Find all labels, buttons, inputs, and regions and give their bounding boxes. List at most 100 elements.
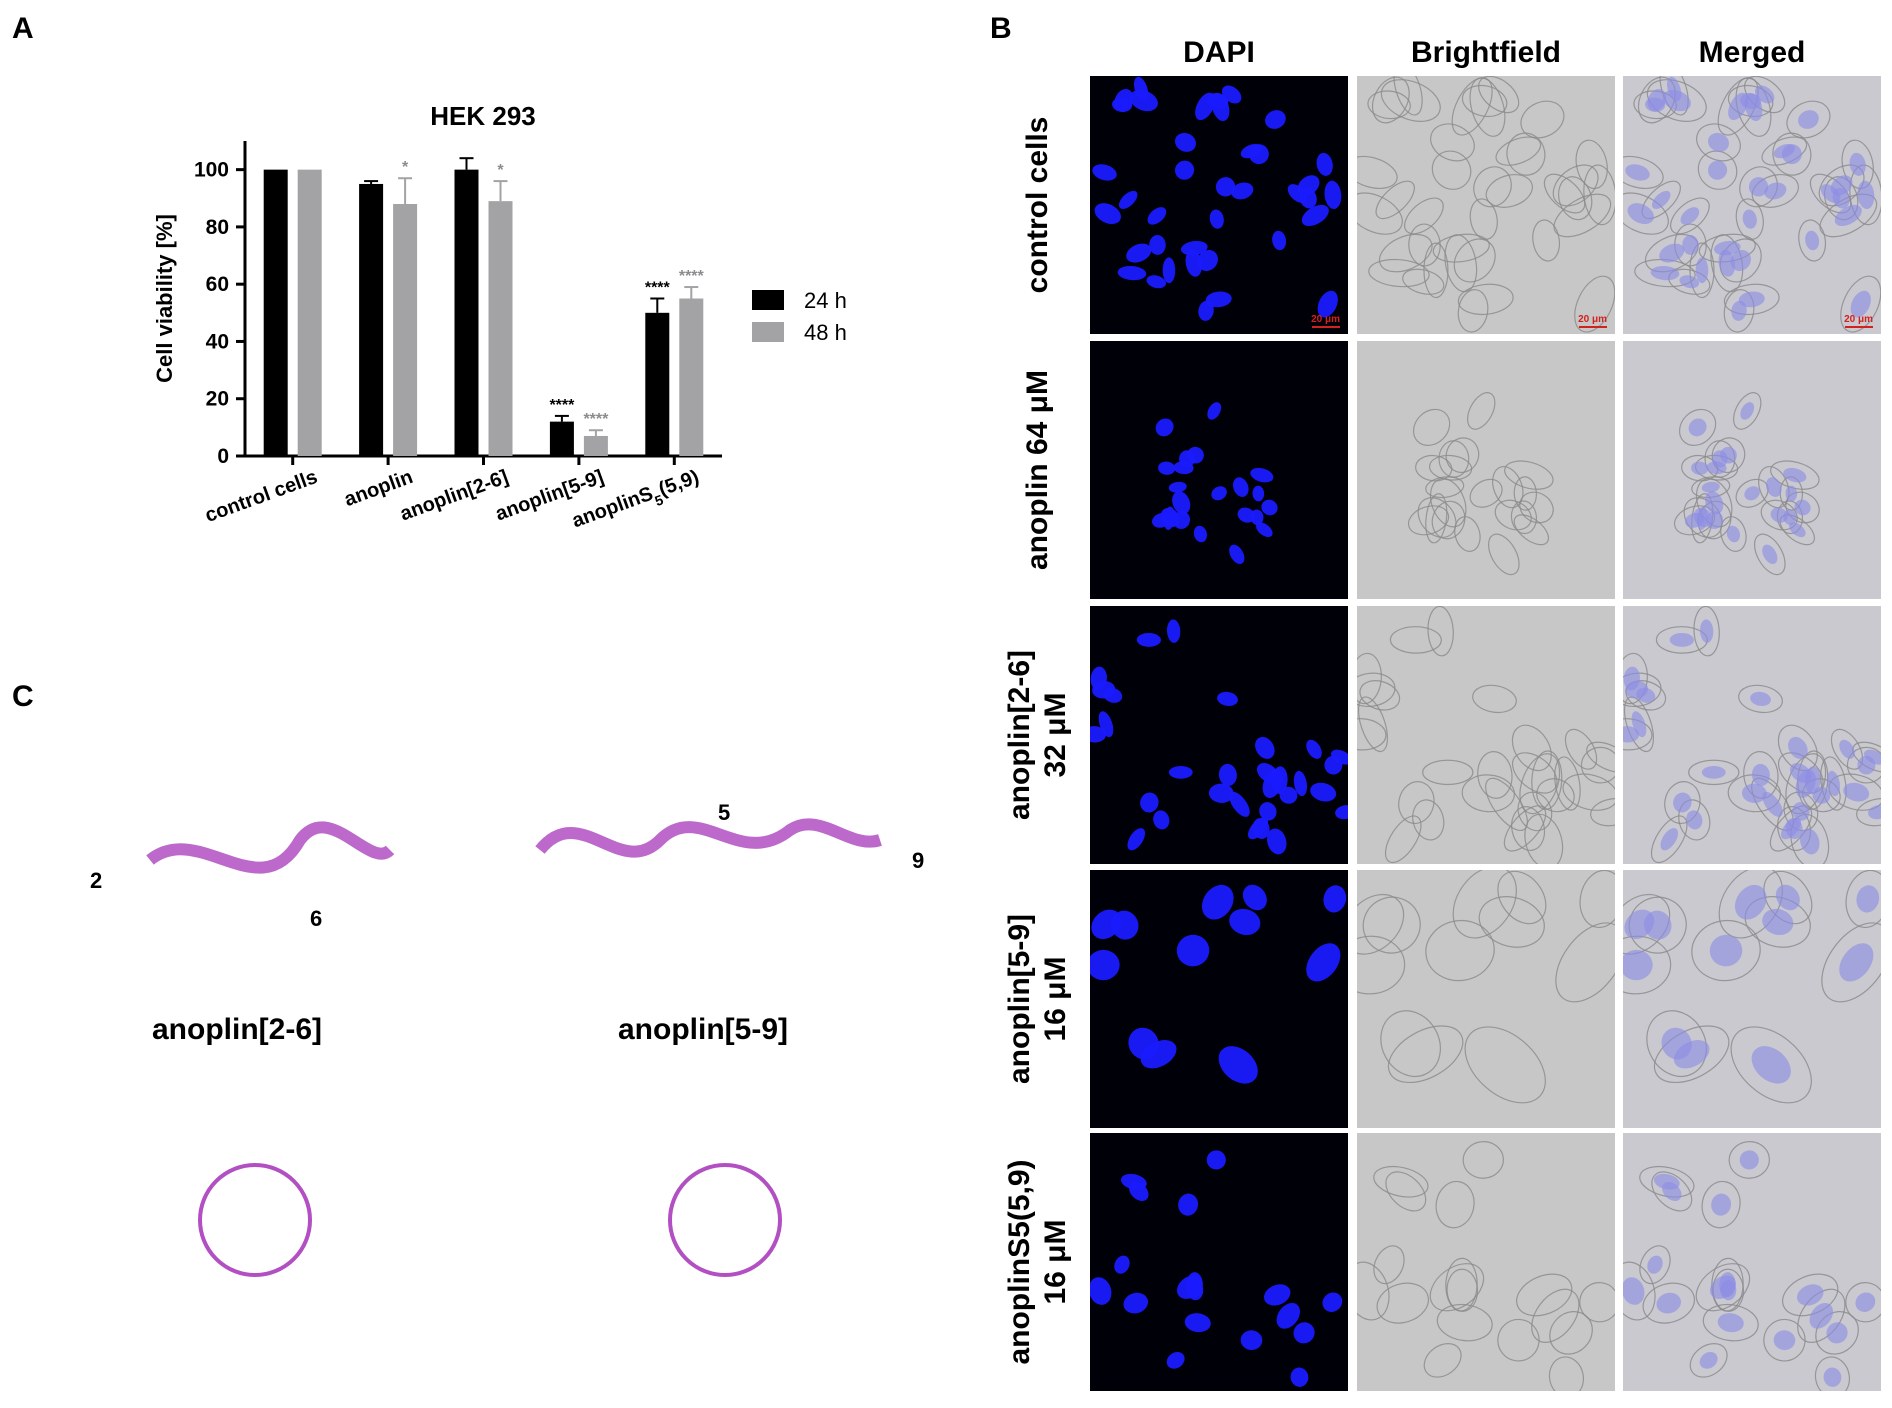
- nucleus: [1136, 632, 1161, 647]
- nucleus: [1699, 1351, 1718, 1369]
- nucleus: [1271, 766, 1288, 795]
- nucleus: [1792, 802, 1810, 821]
- nucleus: [1123, 1292, 1149, 1314]
- cell-outline: [1723, 283, 1780, 316]
- nucleus: [1247, 817, 1269, 840]
- cell-outline: [1371, 76, 1410, 124]
- cell-outline: [1730, 1026, 1812, 1104]
- cell-outline: [1425, 919, 1495, 982]
- micrograph-dapi: [1090, 606, 1348, 864]
- nucleus: [1140, 792, 1159, 813]
- cell-outline: [1763, 1318, 1806, 1362]
- cell-outline: [1427, 606, 1454, 657]
- nucleus: [1693, 507, 1713, 528]
- cell-outline: [1723, 289, 1755, 333]
- scale-bar-line: [1311, 326, 1340, 328]
- nucleus: [1691, 461, 1709, 475]
- nucleus: [1197, 249, 1218, 271]
- scale-bar: 20 μm: [1311, 314, 1340, 328]
- viability-bar-chart: 0 20 40 60 80 100 Cell viability [%] HEK 293 con…: [152, 101, 847, 538]
- nucleus: [1775, 884, 1800, 911]
- nucleus: [1193, 525, 1208, 543]
- cell-outline: [1650, 815, 1688, 864]
- nucleus: [1719, 446, 1737, 464]
- cell-outline: [1531, 750, 1563, 810]
- nucleus: [1751, 1046, 1791, 1084]
- cell-outline: [1478, 76, 1520, 114]
- nucleus: [1751, 763, 1770, 787]
- cell-outline: [1574, 275, 1615, 333]
- cell-outline: [1472, 684, 1517, 714]
- nucleus: [1217, 691, 1238, 706]
- cell-outline: [1552, 164, 1599, 207]
- cell-outline: [1720, 516, 1747, 552]
- cell-outline: [1385, 1171, 1427, 1212]
- cell-outline: [1511, 752, 1558, 794]
- nucleus: [1738, 291, 1765, 308]
- nucleus: [1198, 300, 1214, 321]
- cell-outline: [1798, 219, 1827, 262]
- cell-outline: [1562, 773, 1615, 811]
- row-label-anoplins5: anoplinS5(5,9) 16 μM: [1002, 1159, 1074, 1364]
- cell-outline: [1623, 718, 1653, 751]
- cell-outline: [1431, 150, 1472, 190]
- cell-outline: [1695, 1263, 1751, 1312]
- nucleus: [1809, 1302, 1834, 1329]
- nucleus: [1647, 1255, 1663, 1274]
- nucleus: [1240, 143, 1262, 159]
- cell-outline: [1415, 454, 1453, 482]
- nucleus: [1176, 1275, 1203, 1299]
- nucleus: [1669, 632, 1694, 647]
- legend: 24 h 48 h: [752, 288, 847, 345]
- nucleus: [1090, 666, 1107, 691]
- cell-outline: [1702, 1303, 1759, 1342]
- bar: [297, 169, 322, 457]
- cell-outline: [1786, 100, 1831, 139]
- cell-outline: [1651, 1171, 1693, 1212]
- cell-outline: [1856, 798, 1881, 827]
- nucleus: [1728, 92, 1749, 121]
- nucleus: [1276, 1302, 1301, 1329]
- row-label-line: control cells: [1021, 116, 1054, 294]
- micrograph-dapi: [1090, 870, 1348, 1128]
- nucleus: [1229, 544, 1245, 565]
- cell-outline: [1553, 193, 1612, 238]
- cell-outline: [1357, 1261, 1390, 1321]
- nucleus: [1186, 446, 1204, 464]
- cell-outline: [1623, 1261, 1656, 1321]
- y-tick-label: 20: [206, 388, 229, 411]
- cell-outline: [1380, 79, 1441, 122]
- cell-outline: [1845, 1282, 1881, 1323]
- cell-outline: [1453, 238, 1496, 283]
- cell-outline: [1548, 1356, 1585, 1391]
- residue-label: 5: [718, 800, 731, 825]
- nucleus: [1133, 76, 1149, 102]
- micrograph-merged: [1623, 606, 1881, 864]
- nucleus: [1741, 783, 1767, 803]
- scale-bar-label: 20 μm: [1844, 314, 1873, 325]
- nucleus: [1149, 234, 1166, 255]
- legend-label: 24 h: [804, 288, 847, 313]
- bar: [645, 312, 670, 456]
- nucleus: [1834, 204, 1862, 227]
- cell-outline: [1623, 155, 1664, 189]
- cell-outline: [1380, 1010, 1441, 1077]
- cell-outline: [1760, 499, 1798, 531]
- cell-outline: [1564, 728, 1598, 770]
- cell-outline: [1758, 466, 1790, 509]
- nucleus: [1707, 132, 1729, 152]
- cell-outline: [1373, 1245, 1405, 1285]
- cell-outline: [1412, 408, 1451, 446]
- cell-outline: [1503, 805, 1547, 852]
- nucleus: [1623, 1277, 1645, 1305]
- nucleus: [1709, 1275, 1736, 1299]
- nucleus: [1855, 1292, 1876, 1312]
- residue-label: 6: [310, 906, 323, 931]
- cell-outline: [1554, 756, 1581, 811]
- nucleus: [1153, 810, 1170, 830]
- cell-outline: [1753, 533, 1786, 576]
- cell-outline: [1469, 198, 1498, 240]
- micrograph-image: [1090, 884, 1347, 1084]
- cell-outline: [1373, 1165, 1429, 1198]
- backbone-ribbon: [535, 818, 882, 858]
